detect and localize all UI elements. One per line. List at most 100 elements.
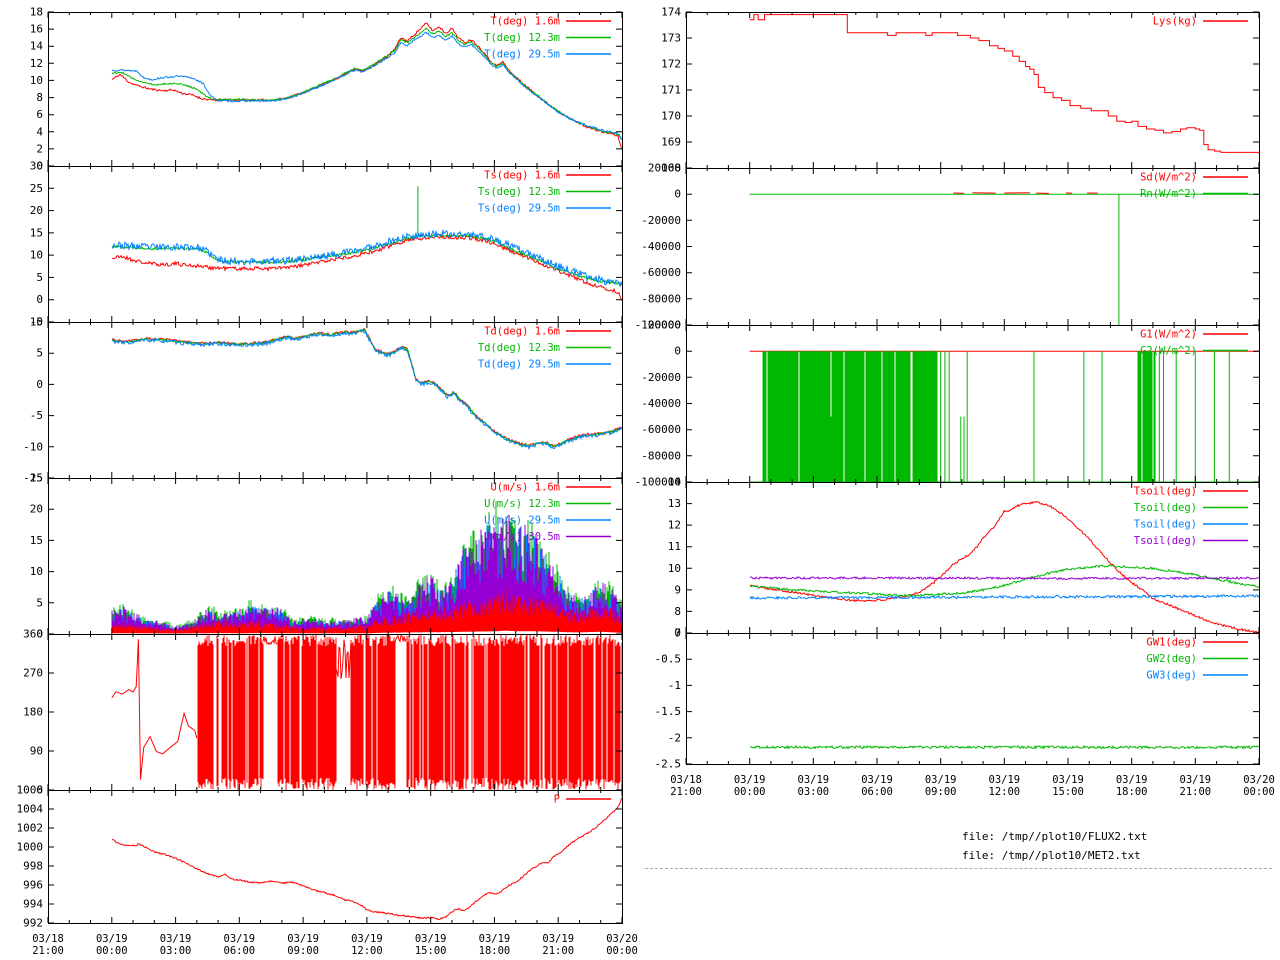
series-group-pressure [111,797,622,921]
legend-label: Lys(kg) [1153,16,1197,28]
x-tick-label-date: 03/19 [989,774,1021,786]
series-dewpoint-Td 29.5m [111,329,622,451]
y-tick-label: 30 [30,160,43,173]
axis-ticks [47,11,623,167]
x-tick-label-time: 12:00 [351,945,383,957]
series-group-wind-direction [111,634,622,790]
y-tick-label: 1004 [17,803,44,816]
y-tick-label: 1000 [17,841,44,854]
y-tick-label: 25 [30,182,43,195]
y-tick-label: -2.5 [655,758,682,771]
axis-ticks [685,324,1260,483]
y-tick-label: 180 [23,706,43,719]
y-tick-label: 10 [30,249,43,262]
x-tick-label-date: 03/19 [861,774,893,786]
y-tick-label: 172 [661,58,681,71]
axis-ticks [685,632,1260,765]
x-tick-label-time: 18:00 [1116,786,1148,798]
y-tick-label: -80000 [641,292,681,305]
y-tick-label: 20 [30,503,43,516]
y-tick-label: 10 [30,74,43,87]
legend-label: Td(deg) 1.6m [484,326,560,338]
chart-dewpoint: -15 -10 -5 0 5 10 Td(deg) 1.6m Td(deg) 12.3m Td(… [23,316,623,485]
axis-ticks [47,789,623,924]
y-tick-label: -2 [668,731,681,744]
chart-air-temperature: 0 2 4 6 8 10 12 14 16 18 T(deg) 1.6m T(deg) 12.3m T(… [30,6,623,173]
x-tick-label-date: 03/19 [479,933,511,945]
legend-label: G2(W/m^2) [1140,345,1197,357]
legend-label: T(deg) 1.6m [490,16,560,28]
x-tick-label-date: 03/19 [798,774,830,786]
chart-soil-temperature: 7 8 9 10 11 12 13 14 Tsoil(deg) Tsoil(deg) Tsoil(d… [668,476,1260,640]
y-tick-label: 15 [30,534,43,547]
series-soil-temperature-Tsoil 2 [749,564,1259,597]
x-tick-label-time: 03:00 [798,786,830,798]
x-tick-label-date: 03/19 [160,933,192,945]
y-tick-label: 996 [23,879,43,892]
y-tick-label: 20000 [648,162,681,175]
x-tick-label-time: 03:00 [160,945,192,957]
legend-label: GW3(deg) [1146,670,1197,682]
x-tick-label-date: 03/18 [670,774,702,786]
y-tick-label: -5 [30,409,43,422]
series-radiation-Sd [953,192,1098,194]
y-tick-label: 0 [36,160,43,173]
y-tick-label: 0 [36,628,43,641]
y-tick-label: -100000 [635,476,681,489]
x-tick-label-date: 03/19 [287,933,319,945]
y-tick-label: 2 [36,142,43,155]
y-tick-label: 20 [30,204,43,217]
series-air-temperature-T 29.5m [111,31,622,140]
plot-border [48,790,623,924]
series-group-dewpoint [111,327,622,451]
y-tick-label: 994 [23,898,43,911]
y-tick-label: -1 [668,679,681,692]
y-tick-label: 25 [30,472,43,485]
y-tick-label: 15 [30,226,43,239]
y-tick-label: 0 [36,784,43,797]
x-tick-label-time: 21:00 [670,786,702,798]
y-tick-label: 7 [674,627,681,640]
y-tick-label: 171 [661,84,681,97]
y-tick-label: 18 [30,6,43,19]
file-path-flux2: file: /tmp//plot10/FLUX2.txt [962,830,1148,843]
y-tick-label: -40000 [641,240,681,253]
series-pressure-P [111,797,622,921]
series-sonic-temperature-Ts 29.5m [111,228,622,288]
y-tick-label: -1.5 [655,705,682,718]
y-tick-label: 14 [668,476,682,489]
axis-ticks [685,167,1260,326]
series-sonic-temperature-Ts 12.3m [111,186,622,287]
x-tick-label-date: 03/19 [415,933,447,945]
legend-label: Tsoil(deg) [1134,502,1197,514]
series-groundwater-GW2 [749,744,1259,750]
x-tick-label-date: 03/19 [1116,774,1148,786]
legend-label: U(m/s) 29.5m [484,515,560,527]
x-tick-label-time: 12:00 [989,786,1021,798]
legend-label: U(m/s) 12.3m [484,498,560,510]
y-tick-label: -5 [30,316,43,329]
plot-border [686,633,1260,765]
series-group-air-temperature [111,22,622,150]
y-tick-label: 12 [30,57,43,70]
y-tick-label: 16 [30,23,43,36]
legend-label: Td(deg) 12.3m [478,342,560,354]
y-tick-label: 992 [23,917,43,930]
y-tick-label: 0 [674,188,681,201]
legend-label: U(m/s) 30.5m [484,531,560,543]
x-tick-label-time: 21:00 [1180,786,1212,798]
series-air-temperature-T 12.3m [111,27,622,140]
x-tick-label-time: 21:00 [542,945,574,957]
x-tick-label-time: 00:00 [1243,786,1275,798]
series-lysimeter-Lys [749,14,1259,154]
series-sonic-temperature-Ts 1.6m [111,233,622,301]
axis-ticks [47,477,623,635]
x-tick-label-date: 03/19 [1180,774,1212,786]
x-tick-label-time: 21:00 [32,945,64,957]
y-tick-label: 0 [674,345,681,358]
y-tick-label: 0 [674,627,681,640]
legend-label: Tsoil(deg) [1134,486,1197,498]
legend-label: T(deg) 29.5m [484,49,560,61]
